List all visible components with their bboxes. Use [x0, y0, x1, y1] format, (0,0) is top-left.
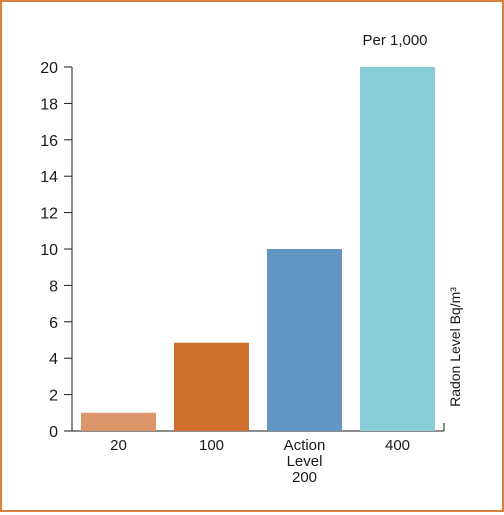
bars: [81, 67, 435, 431]
y-axis-title-layer: Radon Level Bq/m³: [447, 287, 463, 407]
x-tick-label-line: 20: [110, 437, 127, 454]
bar: [360, 67, 435, 431]
y-tick-label: 10: [40, 242, 58, 259]
x-tick-label: 100: [199, 437, 224, 454]
bar: [81, 412, 156, 431]
bar-chart: Per 1,000 0 2 4 6 8 10 12 14 16 18 20 20 100 Action L…: [40, 32, 463, 486]
x-tick-label-line: Action: [284, 437, 326, 454]
x-tick-label: Action Level 200: [284, 437, 326, 486]
y-tick-label: 8: [49, 278, 58, 295]
y-tick-label: 2: [49, 388, 58, 405]
y-axis-title: Radon Level Bq/m³: [447, 287, 463, 407]
y-tick-label: 0: [49, 424, 58, 441]
bar: [267, 249, 342, 431]
y-tick-label: 4: [49, 351, 58, 368]
y-axis: 0 2 4 6 8 10 12 14 16 18 20: [40, 60, 73, 441]
y-tick-label: 6: [49, 315, 58, 332]
x-tick-label-line: 200: [292, 469, 317, 486]
y-tick-label: 18: [40, 96, 58, 113]
annotation-layer: Per 1,000: [362, 32, 427, 49]
x-tick-label-line: 100: [199, 437, 224, 454]
x-tick-label: 400: [385, 437, 410, 454]
y-tick-label: 14: [40, 169, 58, 186]
y-tick-label: 16: [40, 133, 58, 150]
x-tick-label: 20: [110, 437, 127, 454]
chart-annotation: Per 1,000: [362, 32, 427, 49]
x-tick-label-line: 400: [385, 437, 410, 454]
x-axis: 20 100 Action Level 200 400: [72, 423, 445, 486]
y-tick-label: 20: [40, 60, 58, 77]
y-tick-label: 12: [40, 206, 58, 223]
bar: [174, 342, 249, 431]
x-tick-label-line: Level: [287, 453, 323, 470]
